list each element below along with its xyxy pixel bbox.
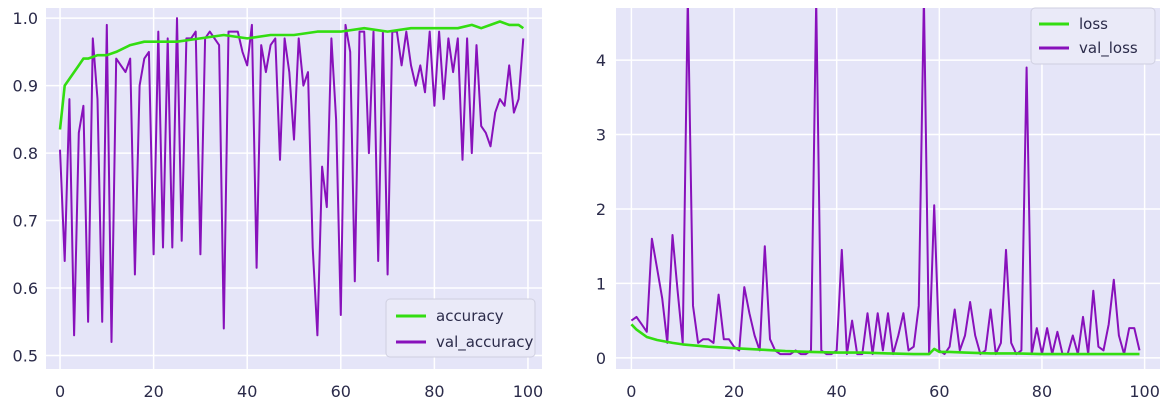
x-tick-label: 100 — [1129, 382, 1160, 401]
y-tick-label: 0.9 — [13, 77, 38, 96]
legend-label-loss: loss — [1079, 15, 1108, 33]
series-line-loss — [630, 323, 1140, 356]
y-tick-label: 2 — [596, 200, 606, 219]
legend-label-val-accuracy: val_accuracy — [436, 333, 534, 352]
series-lines — [58, 17, 525, 343]
x-tick-labels: 0 20 40 60 80 100 — [55, 382, 543, 401]
y-tick-labels: 0.5 0.6 0.7 0.8 0.9 1.0 — [13, 9, 38, 365]
y-tick-labels: 0 1 2 3 4 — [596, 51, 606, 368]
accuracy-chart: 0.5 0.6 0.7 0.8 0.9 1.0 0 20 40 60 80 100 accuracy… — [13, 8, 543, 401]
x-tick-label: 80 — [1032, 382, 1052, 401]
series-line-val-accuracy — [59, 17, 525, 343]
x-tick-labels: 0 20 40 60 80 100 — [626, 382, 1160, 401]
x-tick-label: 80 — [424, 382, 444, 401]
x-tick-label: 20 — [143, 382, 163, 401]
plot-background — [616, 8, 1160, 369]
y-tick-label: 0.6 — [13, 279, 38, 298]
gridlines — [616, 8, 1160, 369]
y-tick-label: 0.7 — [13, 212, 38, 231]
series-line-val-loss — [630, 8, 1141, 356]
x-tick-label: 40 — [237, 382, 257, 401]
y-tick-label: 4 — [596, 51, 606, 70]
x-tick-label: 60 — [331, 382, 351, 401]
x-tick-label: 0 — [626, 382, 636, 401]
y-tick-label: 1.0 — [13, 9, 38, 28]
legend: loss val_loss — [1030, 7, 1156, 65]
x-tick-label: 20 — [724, 382, 744, 401]
series-line-accuracy — [58, 20, 525, 130]
x-tick-label: 40 — [826, 382, 846, 401]
y-tick-label: 1 — [596, 274, 606, 293]
legend-label-accuracy: accuracy — [436, 307, 504, 325]
loss-chart: 0 1 2 3 4 0 20 40 60 80 100 loss val_loss — [596, 7, 1160, 401]
series-lines — [630, 8, 1141, 356]
x-tick-label: 60 — [929, 382, 949, 401]
y-tick-label: 0.8 — [13, 144, 38, 163]
legend-label-val-loss: val_loss — [1079, 39, 1138, 58]
y-tick-label: 3 — [596, 126, 606, 145]
x-tick-label: 100 — [513, 382, 544, 401]
y-tick-label: 0.5 — [13, 347, 38, 366]
y-tick-label: 0 — [596, 349, 606, 368]
x-tick-label: 0 — [55, 382, 65, 401]
legend-box — [1030, 7, 1156, 65]
legend: accuracy val_accuracy — [385, 298, 536, 358]
